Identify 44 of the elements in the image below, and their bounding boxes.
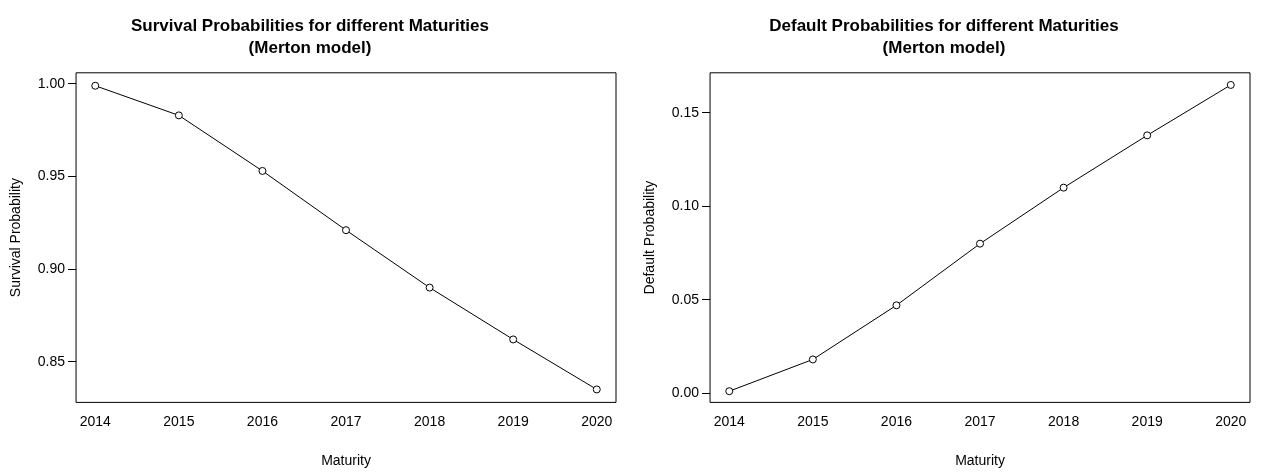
y-axis-title: Default Probability [641,180,658,295]
y-tick-label: 0.10 [671,197,700,214]
point [1059,183,1068,192]
point [808,355,817,364]
x-tick-label: 2018 [1048,412,1080,429]
point [725,387,734,396]
x-tick-label: 2014 [713,412,746,429]
x-tick-label: 2015 [163,412,195,429]
x-tick-label: 2020 [1215,412,1247,429]
x-tick-label: 2018 [414,412,446,429]
point [509,335,518,344]
y-tick-label: 0.15 [671,103,700,120]
point [592,385,601,394]
x-tick-label: 2015 [797,412,829,429]
chart-title: Survival Probabilities for different Maturities [130,15,490,35]
chart-title: Default Probabilities for different Maturities [769,15,1119,35]
x-tick-label: 2014 [79,412,112,429]
point [91,81,100,90]
y-tick-label: 0.85 [37,352,66,369]
x-tick-label: 2019 [497,412,529,429]
point [1226,80,1235,89]
x-axis-title: Maturity [321,452,371,469]
point [258,166,267,175]
y-tick-label: 0.05 [671,290,700,307]
y-axis-title: Survival Probability [7,178,24,298]
y-tick-label: 0.90 [37,259,66,276]
point [1143,131,1152,140]
chart-subtitle: (Merton model) [248,38,372,58]
y-tick-label: 0.95 [37,167,66,184]
y-tick-label: 0.00 [671,383,700,400]
x-tick-label: 2017 [964,412,996,429]
x-tick-label: 2020 [581,412,613,429]
x-axis-title: Maturity [955,452,1005,469]
point [174,111,183,120]
point [976,239,985,248]
x-tick-label: 2019 [1131,412,1163,429]
point [342,226,351,235]
chart-subtitle: (Merton model) [882,38,1006,58]
point [425,283,434,292]
point [892,301,901,310]
x-tick-label: 2017 [330,412,362,429]
x-tick-label: 2016 [246,412,279,429]
y-tick-label: 1.00 [37,74,66,91]
x-tick-label: 2016 [880,412,913,429]
